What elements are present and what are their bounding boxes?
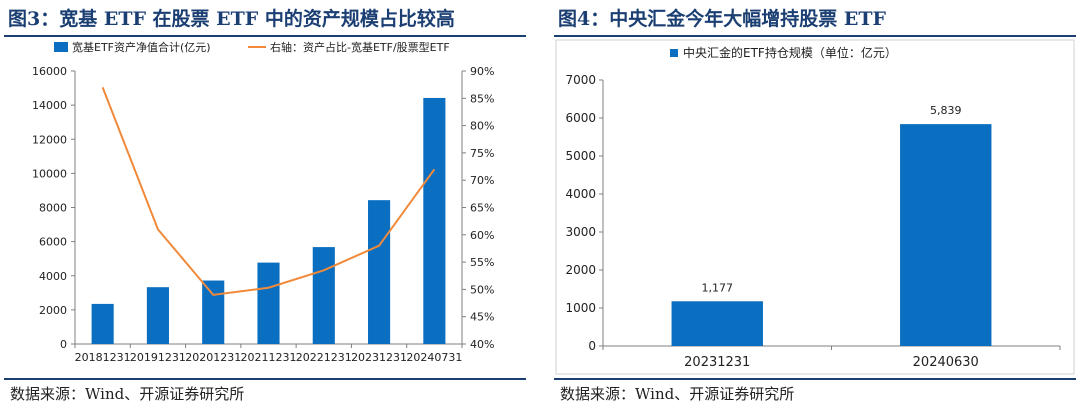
legend-bar-swatch (54, 42, 68, 52)
y-tick-label: 4000 (565, 187, 596, 201)
bar (91, 303, 114, 344)
legend-line-label: 右轴：资产占比-宽基ETF/股票型ETF (270, 40, 450, 54)
left-y-tick-label: 6000 (39, 236, 67, 249)
left-y-tick-label: 16000 (32, 65, 67, 78)
right-y-tick-label: 80% (470, 120, 494, 133)
y-tick-label: 3000 (565, 225, 596, 239)
bar (257, 262, 280, 344)
bar-data-label: 5,839 (930, 104, 962, 117)
left-y-tick-label: 2000 (39, 304, 67, 317)
right-chart: 中央汇金的ETF持仓规模（单位：亿元） 0 1000 2000 3000 4000 5000… (555, 39, 1075, 375)
bar (202, 280, 225, 344)
right-bottom-rule (554, 378, 1076, 380)
left-figure-panel: 图3：宽基 ETF 在股票 ETF 中的资产规模占比较高 宽基ETF资产净值合计… (0, 0, 530, 408)
left-y-tick-label: 10000 (32, 167, 67, 180)
y-tick-label: 1000 (565, 301, 596, 315)
right-y-tick-label: 70% (470, 174, 494, 187)
x-tick-label: 20211231 (241, 351, 297, 364)
y-tick-label: 7000 (565, 73, 596, 87)
x-tick-label: 20231231 (684, 355, 750, 370)
right-y-tick-label: 55% (470, 256, 494, 269)
y-tick-label: 2000 (565, 263, 596, 277)
y-tick-label: 6000 (565, 111, 596, 125)
left-y-tick-label: 0 (60, 338, 67, 351)
bar-data-label: 1,177 (702, 281, 734, 294)
legend-bar-swatch (670, 49, 678, 57)
left-bottom-rule (4, 378, 526, 380)
bar (423, 97, 446, 345)
x-tick-label: 20240731 (406, 351, 462, 364)
y-tick-label: 5000 (565, 149, 596, 163)
x-tick-label: 20201231 (185, 351, 241, 364)
bar (368, 200, 391, 344)
right-y-tick-label: 60% (470, 229, 494, 242)
bar (312, 247, 335, 344)
right-title-rule (554, 35, 1076, 37)
left-y-tick-label: 8000 (39, 202, 67, 215)
share-line (101, 87, 436, 296)
x-tick-label: 20221231 (296, 351, 352, 364)
left-y-tick-label: 14000 (32, 99, 67, 112)
left-y-tick-label: 4000 (39, 270, 67, 283)
bar (671, 301, 763, 346)
bar (900, 124, 992, 346)
left-title-rule (4, 35, 526, 37)
chart-frame (555, 39, 1075, 375)
x-tick-label: 20181231 (75, 351, 131, 364)
right-y-tick-label: 90% (470, 65, 494, 78)
right-figure-panel: 图4：中央汇金今年大幅增持股票 ETF 中央汇金的ETF持仓规模（单位：亿元） 0… (550, 0, 1080, 408)
left-chart: 宽基ETF资产净值合计(亿元) 右轴：资产占比-宽基ETF/股票型ETF 0 2000… (32, 40, 494, 364)
left-source-note: 数据来源：Wind、开源证券研究所 (10, 385, 245, 403)
legend-bar-label: 中央汇金的ETF持仓规模（单位：亿元） (683, 45, 897, 60)
x-tick-label: 20231231 (351, 351, 407, 364)
left-y-tick-label: 12000 (32, 133, 67, 146)
x-tick-label: 20191231 (130, 351, 186, 364)
right-y-tick-label: 65% (470, 202, 494, 215)
right-y-tick-label: 85% (470, 92, 494, 105)
right-y-tick-label: 75% (470, 147, 494, 160)
legend-bar-label: 宽基ETF资产净值合计(亿元) (72, 40, 211, 54)
y-tick-label: 0 (588, 339, 596, 353)
right-y-tick-label: 45% (470, 311, 494, 324)
left-figure-title: 图3：宽基 ETF 在股票 ETF 中的资产规模占比较高 (8, 8, 455, 30)
x-tick-label: 20240630 (913, 355, 979, 370)
bar (146, 287, 169, 344)
right-y-tick-label: 40% (470, 338, 494, 351)
right-y-tick-label: 50% (470, 283, 494, 296)
right-source-note: 数据来源：Wind、开源证券研究所 (560, 385, 795, 403)
right-figure-title: 图4：中央汇金今年大幅增持股票 ETF (558, 8, 886, 30)
